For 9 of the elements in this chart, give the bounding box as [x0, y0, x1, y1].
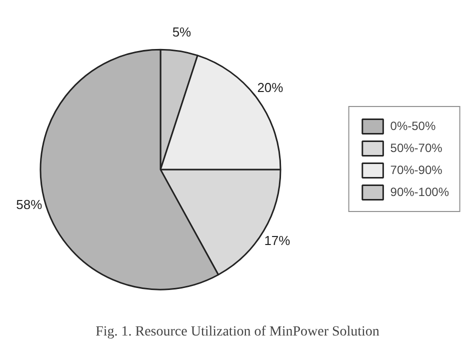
data-label: 17%: [264, 233, 291, 248]
data-label: 58%: [16, 196, 43, 212]
legend-label: 50%-70%: [390, 140, 442, 154]
data-label: 5%: [172, 24, 192, 40]
data-label: 20%: [257, 80, 284, 96]
legend-label: 70%-90%: [390, 162, 442, 176]
caption: Fig. 1. Resource Utilization of MinPower Solution: [96, 324, 380, 340]
legend-label: 0%-50%: [390, 118, 436, 132]
legend-label: 90%-100%: [390, 184, 449, 198]
